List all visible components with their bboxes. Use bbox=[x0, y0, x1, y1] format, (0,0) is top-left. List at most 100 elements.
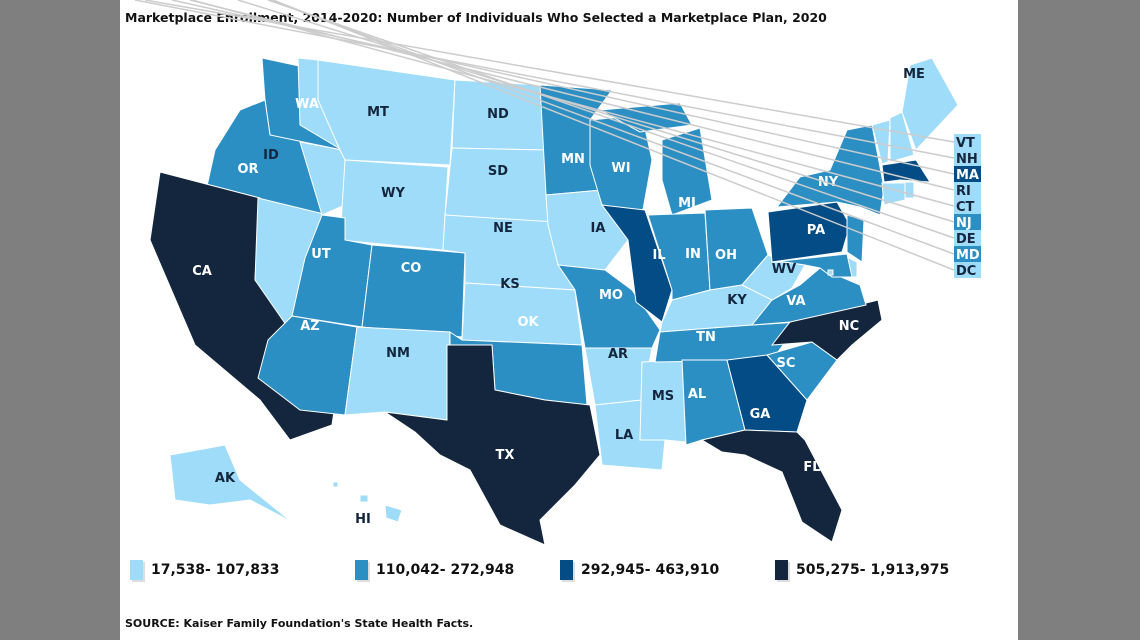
state-label-sd: SD bbox=[488, 164, 508, 179]
state-sd[interactable] bbox=[444, 147, 549, 226]
state-mo[interactable] bbox=[556, 264, 661, 349]
callout-box-nh[interactable] bbox=[954, 150, 981, 166]
state-label-va: VA bbox=[786, 294, 805, 309]
state-label-nv: NV bbox=[230, 221, 251, 236]
callout-line-ct bbox=[191, 0, 955, 207]
callout-line-nj bbox=[237, 0, 955, 223]
state-label-nc: NC bbox=[839, 319, 859, 334]
state-label-wv: WV bbox=[772, 262, 796, 277]
state-ak[interactable] bbox=[169, 444, 293, 523]
state-label-il: IL bbox=[652, 248, 665, 263]
callout-line-ma bbox=[171, 0, 955, 175]
state-label-me: ME bbox=[903, 67, 925, 82]
state-label-la: LA bbox=[615, 428, 633, 443]
legend-label: 292,945- 463,910 bbox=[581, 562, 720, 578]
us-choropleth-map: WA OR CA NV ID MT WY UT CO AZ NM ND SD NE KS OK TX MN IA MO… bbox=[134, 0, 981, 546]
source-note: SOURCE: Kaiser Family Foundation's State… bbox=[125, 617, 474, 630]
state-fl[interactable] bbox=[700, 429, 843, 543]
legend-swatch bbox=[775, 560, 788, 580]
state-label-wi: WI bbox=[611, 161, 630, 176]
callout-box-dc[interactable] bbox=[954, 262, 981, 278]
legend-label: 17,538- 107,833 bbox=[151, 562, 280, 578]
state-dc[interactable] bbox=[827, 269, 834, 276]
state-label-ct: CT bbox=[956, 200, 975, 215]
state-label-md: MD bbox=[956, 248, 980, 263]
callout-box-md[interactable] bbox=[954, 246, 981, 262]
state-label-tx: TX bbox=[496, 448, 515, 463]
legend-label: 110,042- 272,948 bbox=[376, 562, 515, 578]
callout-line-md bbox=[269, 0, 955, 255]
state-nj[interactable] bbox=[846, 214, 865, 263]
state-label-ak: AK bbox=[215, 471, 236, 486]
state-nm[interactable] bbox=[344, 326, 451, 421]
state-hi[interactable] bbox=[359, 494, 369, 503]
state-label-nm: NM bbox=[386, 346, 410, 361]
state-co[interactable] bbox=[361, 244, 466, 338]
state-ri[interactable] bbox=[904, 181, 915, 199]
state-label-ut: UT bbox=[311, 247, 331, 262]
legend-item-bin-1: 17,538- 107,833 bbox=[130, 560, 279, 580]
state-label-co: CO bbox=[401, 261, 422, 276]
state-label-fl: FL bbox=[803, 460, 820, 475]
state-ks[interactable] bbox=[461, 282, 583, 346]
callout-line-nh bbox=[134, 0, 955, 159]
map-panel: Marketplace Enrollment, 2014-2020: Numbe… bbox=[120, 0, 1018, 640]
state-label-ky: KY bbox=[727, 293, 747, 308]
state-pa[interactable] bbox=[767, 201, 851, 263]
state-label-az: AZ bbox=[300, 319, 320, 334]
callout-box-de[interactable] bbox=[954, 230, 981, 246]
state-label-tn: TN bbox=[696, 330, 716, 345]
callout-line-ri bbox=[189, 0, 955, 191]
legend-item-bin-4: 505,275- 1,913,975 bbox=[775, 560, 949, 580]
state-label-sc: SC bbox=[777, 356, 796, 371]
legend-item-bin-3: 292,945- 463,910 bbox=[560, 560, 719, 580]
legend-swatch bbox=[130, 560, 143, 580]
legend-item-bin-2: 110,042- 272,948 bbox=[355, 560, 514, 580]
state-label-mt: MT bbox=[367, 105, 389, 120]
state-label-ia: IA bbox=[591, 221, 606, 236]
callout-box-vt[interactable] bbox=[954, 134, 981, 150]
state-label-ne: NE bbox=[493, 221, 513, 236]
state-hi[interactable] bbox=[332, 481, 339, 488]
callout-line-de bbox=[267, 0, 955, 239]
state-label-mo: MO bbox=[599, 288, 623, 303]
state-label-wa: WA bbox=[295, 97, 319, 112]
state-label-oh: OH bbox=[715, 248, 737, 263]
callout-box-nj[interactable] bbox=[954, 214, 981, 230]
legend-swatch bbox=[355, 560, 368, 580]
state-label-nd: ND bbox=[487, 107, 509, 122]
state-label-mi: MI bbox=[678, 196, 696, 211]
state-label-dc: DC bbox=[956, 264, 976, 279]
state-label-pa: PA bbox=[807, 223, 825, 238]
state-wy[interactable] bbox=[339, 159, 449, 251]
state-label-ks: KS bbox=[500, 277, 519, 292]
callout-box-ma[interactable] bbox=[954, 166, 981, 182]
state-ct[interactable] bbox=[881, 182, 906, 206]
state-label-mn: MN bbox=[561, 152, 585, 167]
map-title: Marketplace Enrollment, 2014-2020: Numbe… bbox=[125, 10, 827, 25]
state-label-de: DE bbox=[956, 232, 976, 247]
callout-line-dc bbox=[272, 0, 955, 271]
state-hi[interactable] bbox=[384, 504, 403, 523]
state-tx[interactable] bbox=[384, 344, 601, 546]
state-label-or: OR bbox=[237, 162, 258, 177]
state-vt[interactable] bbox=[871, 119, 891, 165]
state-label-ga: GA bbox=[750, 407, 771, 422]
state-label-ms: MS bbox=[652, 389, 674, 404]
state-label-ma: MA bbox=[956, 168, 979, 183]
callout-box-ri[interactable] bbox=[954, 182, 981, 198]
state-label-wy: WY bbox=[381, 186, 405, 201]
state-label-ri: RI bbox=[956, 184, 971, 199]
state-label-in: IN bbox=[685, 247, 701, 262]
state-label-vt: VT bbox=[956, 136, 975, 151]
state-label-nh: NH bbox=[956, 152, 978, 167]
state-label-id: ID bbox=[263, 148, 279, 163]
state-me[interactable] bbox=[901, 57, 959, 151]
state-label-nj: NJ bbox=[956, 216, 972, 231]
state-label-ca: CA bbox=[192, 264, 212, 279]
legend-swatch bbox=[560, 560, 573, 580]
state-label-hi: HI bbox=[355, 512, 371, 527]
state-ga[interactable] bbox=[726, 354, 808, 433]
state-label-ok: OK bbox=[517, 315, 539, 330]
callout-box-ct[interactable] bbox=[954, 198, 981, 214]
